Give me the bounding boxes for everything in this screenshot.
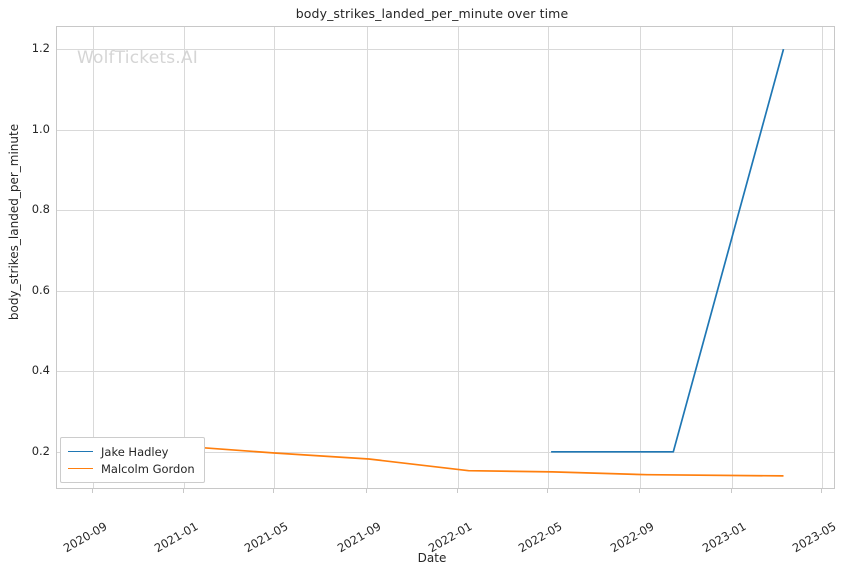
- x-axis-tickmark: [547, 489, 548, 493]
- gridline-vertical: [458, 27, 459, 488]
- legend-color-swatch: [68, 451, 93, 452]
- x-axis-tickmark: [731, 489, 732, 493]
- gridline-vertical: [367, 27, 368, 488]
- legend-label: Malcolm Gordon: [101, 461, 195, 476]
- gridline-vertical: [274, 27, 275, 488]
- gridline-horizontal: [57, 371, 834, 372]
- gridline-vertical: [184, 27, 185, 488]
- gridline-vertical: [640, 27, 641, 488]
- gridline-vertical: [822, 27, 823, 488]
- x-axis-tick-label: 2021-01: [152, 519, 201, 556]
- y-axis-tick-label: 0.8: [31, 202, 50, 217]
- x-axis-tick-label: 2023-05: [789, 519, 839, 556]
- legend-color-swatch: [68, 468, 93, 469]
- gridline-horizontal: [57, 49, 834, 50]
- x-axis-tick-label: 2022-09: [608, 519, 657, 556]
- series-lines: [80, 48, 785, 477]
- watermark: WolfTickets.AI: [77, 48, 198, 68]
- gridline-horizontal: [57, 291, 834, 292]
- x-axis-tickmark: [639, 489, 640, 493]
- y-axis-tick-label: 0.4: [31, 363, 50, 378]
- y-axis-tick-label: 0.2: [31, 443, 50, 458]
- gridline-vertical: [732, 27, 733, 488]
- gridline-horizontal: [57, 210, 834, 211]
- plot-area: WolfTickets.AI: [56, 26, 835, 489]
- gridline-vertical: [93, 27, 94, 488]
- y-axis-tick-label: 1.2: [31, 41, 50, 56]
- legend-label: Jake Hadley: [101, 444, 169, 459]
- x-axis-tickmark: [821, 489, 822, 493]
- x-axis-ticks: 2020-09 2021-01 2021-05 2021-09 2022-01 2022-…: [56, 489, 838, 556]
- legend-item[interactable]: Jake Hadley: [68, 443, 195, 460]
- x-axis-tick-label: 2021-09: [334, 519, 384, 556]
- x-axis-tickmark: [92, 489, 93, 493]
- gridline-horizontal: [57, 130, 834, 131]
- gridline-horizontal: [57, 452, 834, 453]
- x-axis-tick-label: 2023-01: [699, 519, 749, 556]
- x-axis-label: Date: [417, 551, 447, 565]
- series-line: [551, 48, 785, 453]
- chart-title: body_strikes_landed_per_minute over time: [295, 6, 569, 21]
- chart-legend: Jake Hadley Malcolm Gordon: [60, 437, 205, 483]
- x-axis-tick-label: 2021-05: [242, 519, 291, 556]
- gridline-vertical: [548, 27, 549, 488]
- y-axis-tick-label: 0.6: [31, 282, 50, 297]
- y-axis-tick-label: 1.0: [31, 121, 50, 136]
- legend-item[interactable]: Malcolm Gordon: [68, 460, 195, 477]
- y-axis-ticks: 0.2 0.4 0.6 0.8 1.0 1.2: [0, 26, 50, 489]
- y-axis-label: body_strikes_landed_per_minute: [7, 123, 21, 321]
- x-axis-tickmark: [273, 489, 274, 493]
- x-axis-tick-label: 2022-05: [515, 519, 565, 556]
- x-axis-tick-label: 2020-09: [60, 519, 110, 556]
- x-axis-tickmark: [366, 489, 367, 493]
- x-axis-tickmark: [457, 489, 458, 493]
- x-axis-tickmark: [183, 489, 184, 493]
- x-axis-tick-label: 2022-01: [425, 519, 475, 556]
